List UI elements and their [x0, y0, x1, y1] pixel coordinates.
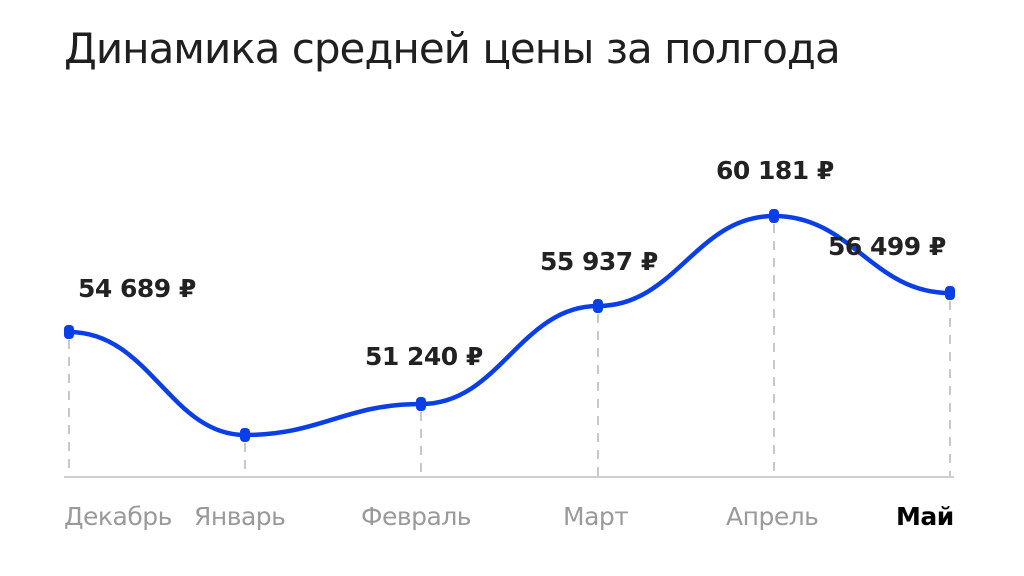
price-line	[66, 213, 953, 438]
chart-title: Динамика средней цены за полгода	[64, 24, 841, 73]
value-label-april: 60 181 ₽	[716, 156, 834, 185]
x-label-december[interactable]: Декабрь	[64, 502, 172, 531]
value-label-may: 56 499 ₽	[828, 232, 946, 261]
vertical-grid-lines	[68, 224, 951, 476]
x-label-march[interactable]: Март	[563, 502, 629, 531]
x-label-january[interactable]: Январь	[194, 502, 286, 531]
value-label-february: 51 240 ₽	[365, 342, 483, 371]
x-label-february[interactable]: Февраль	[361, 502, 472, 531]
x-label-april[interactable]: Апрель	[726, 502, 819, 531]
value-label-december: 54 689 ₽	[78, 274, 196, 303]
value-label-march: 55 937 ₽	[540, 247, 658, 276]
x-label-may[interactable]: Май	[896, 502, 954, 531]
data-points	[64, 209, 955, 442]
